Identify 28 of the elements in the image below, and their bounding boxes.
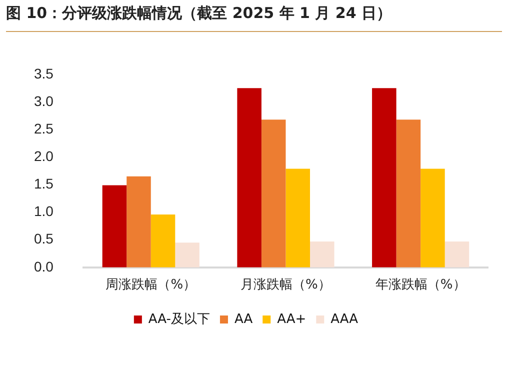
bar bbox=[237, 88, 262, 268]
x-tick-label: 年涨跌幅（%） bbox=[375, 278, 466, 293]
legend-label: AA bbox=[234, 312, 253, 327]
y-tick-label: 1.0 bbox=[34, 203, 54, 220]
bar bbox=[310, 241, 334, 268]
x-tick-label: 周涨跌幅（%） bbox=[106, 278, 196, 293]
bar bbox=[150, 214, 176, 268]
bar bbox=[444, 241, 470, 268]
bar bbox=[286, 168, 310, 268]
bar bbox=[396, 120, 421, 268]
x-tick-label: 月涨跌幅（%） bbox=[240, 278, 331, 293]
bar bbox=[420, 168, 445, 268]
bar bbox=[372, 88, 396, 268]
chart-title: 图 10：分评级涨跌幅情况（截至 2025 年 1 月 24 日） bbox=[6, 4, 392, 23]
bar bbox=[261, 120, 286, 268]
y-tick-label: 2.0 bbox=[34, 148, 54, 164]
legend-label: AA+ bbox=[277, 312, 306, 327]
legend-label: AA-及以下 bbox=[148, 312, 210, 327]
y-tick-label: 0.0 bbox=[34, 258, 54, 274]
y-tick-label: 3.0 bbox=[34, 92, 54, 109]
y-tick-label: 0.5 bbox=[34, 230, 54, 247]
y-tick-label: 3.5 bbox=[34, 65, 54, 82]
y-tick-label: 1.5 bbox=[34, 176, 54, 192]
legend-label: AAA bbox=[330, 312, 358, 327]
bar bbox=[102, 185, 127, 268]
bar bbox=[126, 176, 151, 268]
bar bbox=[175, 242, 200, 268]
y-tick-label: 2.5 bbox=[34, 120, 54, 136]
